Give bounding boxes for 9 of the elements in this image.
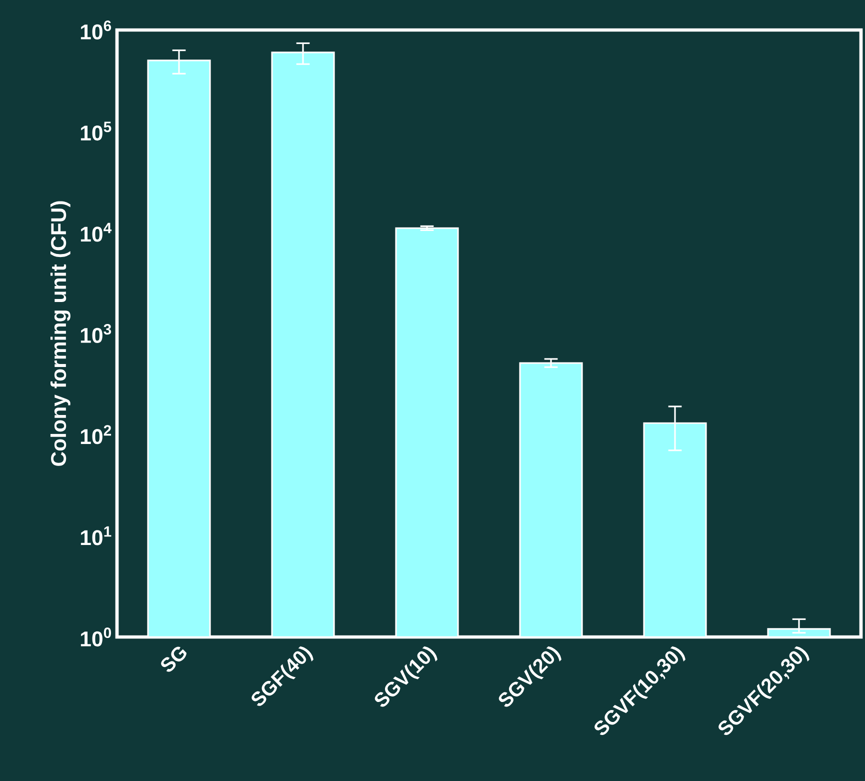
y-tick-label: 10$^{3}$ <box>80 324 112 343</box>
y-tick-label: 10$^{4}$ <box>80 222 112 242</box>
y-tick-label: 10$^{1}$ <box>80 526 112 546</box>
y-tick-label: 10$^{0}$ <box>80 627 112 646</box>
y-tick-label: 10$^{6}$ <box>80 20 112 40</box>
y-tick-label: 10$^{5}$ <box>80 122 112 141</box>
y-tick-label: 10$^{2}$ <box>80 425 112 444</box>
y-axis-title: Colony forming unit (CFU) <box>50 201 70 466</box>
x-tick-label: SG <box>161 646 186 672</box>
